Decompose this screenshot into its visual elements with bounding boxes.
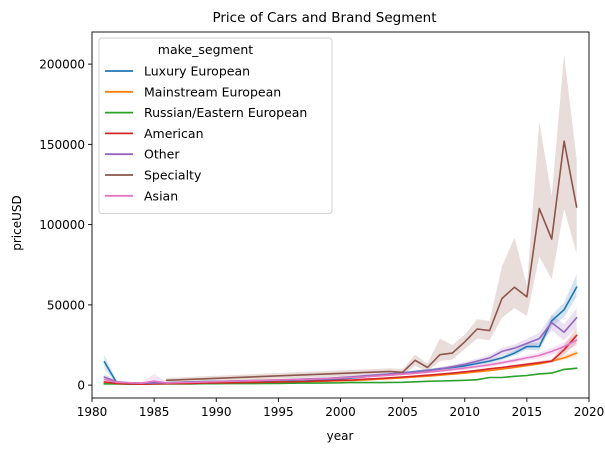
- x-tick-label: 2020: [574, 405, 605, 419]
- legend-box: [98, 37, 333, 215]
- series-line-6: [103, 339, 578, 384]
- y-axis-label: priceUSD: [10, 195, 24, 251]
- plot-content: [103, 54, 578, 386]
- x-tick-label: 1985: [139, 405, 170, 419]
- x-tick-label: 1995: [263, 405, 294, 419]
- plot-area: [103, 54, 578, 386]
- x-tick-label: 2005: [387, 405, 418, 419]
- series-line-5: [165, 140, 578, 382]
- axes: 1980 1985 1990 1995 2000 2005 2010 2015 2020 0 500…: [39, 31, 605, 419]
- legend-title: make_segment: [158, 42, 253, 57]
- series-line-3: [103, 334, 578, 386]
- legend-item-label: Specialty: [144, 168, 202, 183]
- x-axis-label: year: [327, 429, 354, 443]
- y-tick-label: 0: [77, 379, 85, 393]
- y-tick-label: 200000: [39, 58, 85, 72]
- legend-item-label: Luxury European: [144, 64, 250, 79]
- x-tick-label: 2015: [512, 405, 543, 419]
- legend-item-label: Russian/Eastern European: [144, 105, 307, 120]
- x-tick-label: 1980: [77, 405, 108, 419]
- legend-item-label: Mainstream European: [144, 84, 281, 99]
- y-tick-label: 150000: [39, 138, 85, 152]
- chart-title: Price of Cars and Brand Segment: [212, 10, 436, 26]
- ci-band-6: [104, 334, 577, 384]
- legend: make_segment Luxury European Mainstream Eu…: [98, 37, 333, 215]
- x-tick-label: 2010: [449, 405, 480, 419]
- y-tick-label: 100000: [39, 218, 85, 232]
- legend-item-label: Asian: [144, 188, 178, 203]
- x-tick-label: 2000: [325, 405, 356, 419]
- legend-item-label: Other: [144, 147, 180, 162]
- legend-item-label: American: [144, 126, 204, 141]
- x-tick-label: 1990: [201, 405, 232, 419]
- y-tick-label: 50000: [47, 298, 85, 312]
